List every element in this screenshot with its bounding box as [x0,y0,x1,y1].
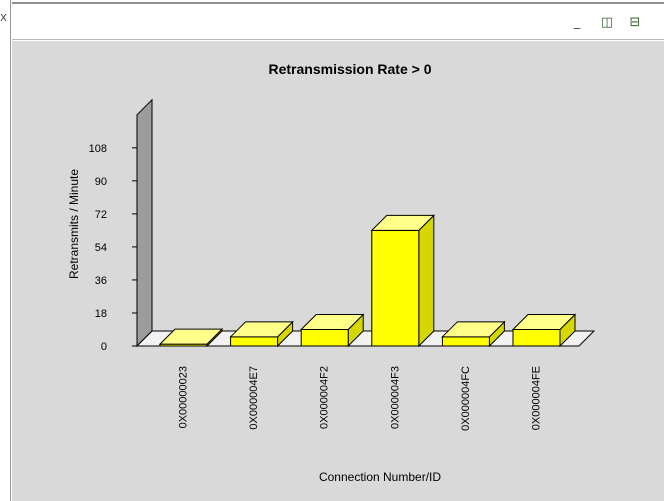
bar-front [371,229,420,347]
left-panel-edge: x [0,0,11,501]
bar-side [418,214,435,348]
chart-panel: Retransmission Rate > 0 0 18 36 54 72 90 108 0… [12,41,664,501]
y-tick-label: 90 [95,176,107,188]
y-tick-label: 72 [95,209,107,221]
close-icon[interactable]: x [0,10,8,24]
bar-front [441,336,490,347]
y-tick-label: 0 [101,341,107,353]
bar-top [158,328,224,345]
window-titlebar: _ ◫ ⊟ [12,2,664,40]
bar-top [370,214,436,231]
bar [441,320,506,348]
chart-title: Retransmission Rate > 0 [268,61,431,77]
y-tick-label: 54 [95,242,107,254]
y-tick-label: 108 [89,143,107,155]
y-axis-label: Retransmits / Minute [67,169,81,279]
bar-chart: Retransmission Rate > 0 0 18 36 54 72 90 108 0… [67,61,596,484]
x-category-label: 0X000004F2 [319,366,331,429]
minimize-icon[interactable]: _ [573,15,581,30]
y-tick-label: 36 [95,275,107,287]
bar-front [512,328,561,347]
x-category-label: 0X00000023 [178,366,190,428]
y-axis-ticks: 0 18 36 54 72 90 108 [89,143,137,353]
bar [299,313,365,348]
bar-top [511,313,577,330]
x-category-label: 0X000004E7 [248,366,260,430]
x-axis-label: Connection Number/ID [319,470,441,484]
chart-back-wall [136,98,153,348]
bar [158,327,224,348]
back-wall-shape [136,98,153,348]
bar-front [230,336,279,347]
tile-horizontal-icon[interactable]: ⊟ [629,15,641,30]
bar-top [299,313,365,330]
bar-front [300,328,349,347]
bar-top [229,321,294,338]
y-tick-label: 18 [95,308,107,320]
bar [229,320,294,348]
x-category-label: 0X000004FE [531,366,543,430]
x-category-label: 0X000004FC [460,366,472,431]
bar [370,214,436,348]
bar [511,313,577,348]
x-category-label: 0X000004F3 [389,366,401,429]
x-axis-categories: 0X00000023 0X000004E7 0X000004F2 0X000004F3… [178,366,543,431]
tile-vertical-icon[interactable]: ◫ [600,15,614,30]
bars [158,214,577,348]
bar-top [441,321,506,338]
